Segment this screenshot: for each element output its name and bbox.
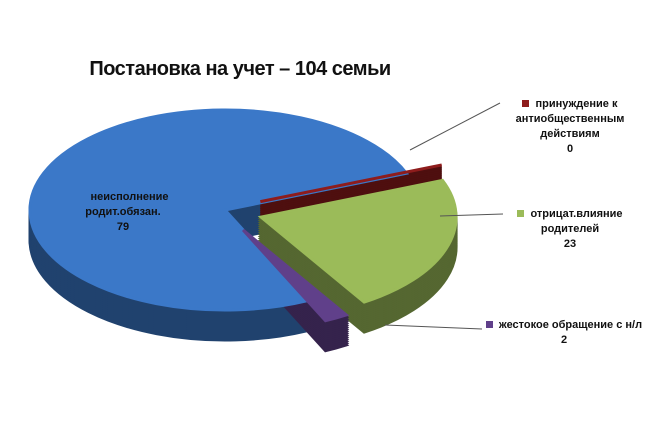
leader-line	[384, 324, 483, 330]
slice	[257, 178, 458, 304]
value-label: 23	[563, 238, 577, 250]
slice	[242, 228, 350, 323]
slice	[28, 108, 410, 312]
leader-line	[439, 213, 504, 217]
data-label: неисполнение родит.обязан. 79	[58, 190, 188, 235]
data-label: принуждение к антиобщественным действиям…	[495, 97, 645, 157]
data-label: жестокое обращение с н/л 2	[484, 318, 644, 348]
legend-swatch	[517, 210, 525, 217]
value-label: 0	[566, 143, 574, 155]
leader-line	[409, 102, 501, 151]
legend-swatch	[485, 321, 493, 328]
chart-title: Постановка на учет – 104 семьи	[89, 58, 391, 80]
value-label: 2	[560, 334, 568, 346]
category-label: неисполнение родит.обязан.	[85, 191, 169, 218]
category-label: жестокое обращение с н/л	[498, 319, 643, 331]
category-label: отрицат.влияние родителей	[530, 208, 623, 235]
value-label: 79	[116, 221, 130, 233]
legend-swatch	[522, 100, 530, 107]
category-label: принуждение к антиобщественным действиям	[515, 98, 625, 140]
data-label: отрицат.влияние родителей 23	[505, 207, 635, 252]
legend-swatch	[77, 193, 85, 200]
